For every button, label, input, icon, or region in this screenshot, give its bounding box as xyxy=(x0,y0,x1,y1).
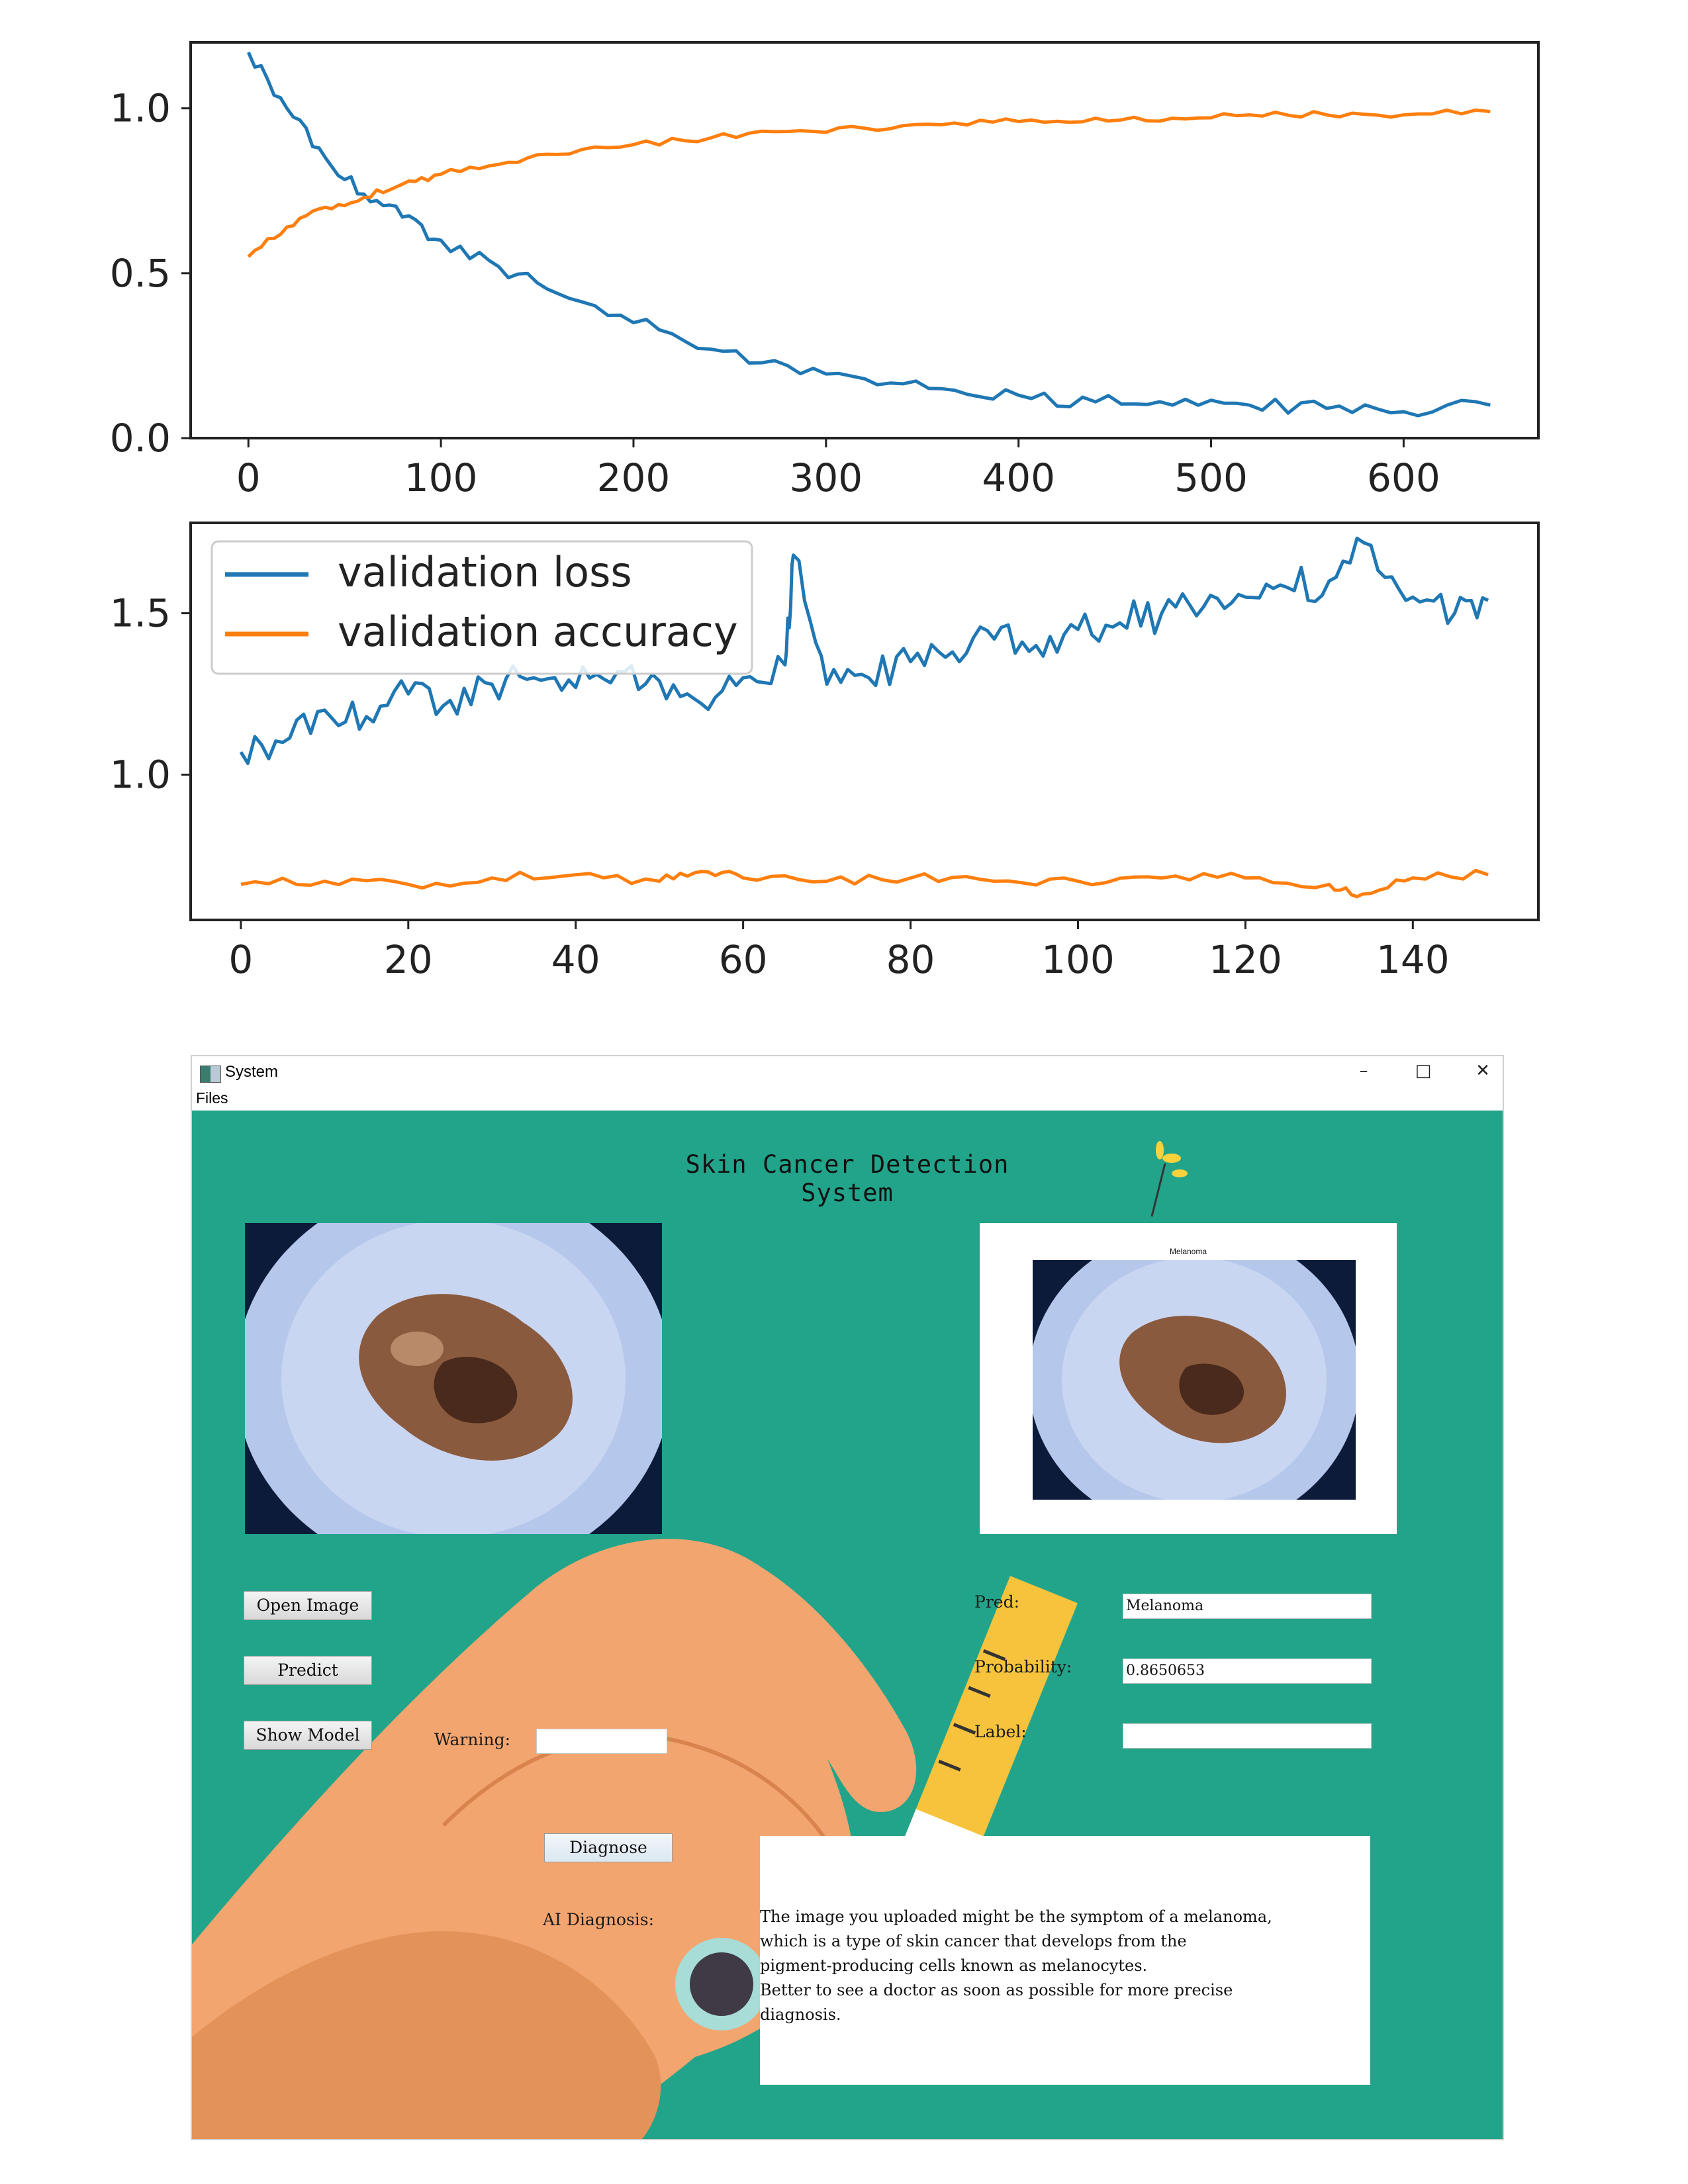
close-button[interactable]: ✕ xyxy=(1476,1061,1490,1081)
x-tick-label: 200 xyxy=(597,455,671,500)
x-tick-label: 0 xyxy=(236,455,261,500)
x-tick-label: 80 xyxy=(886,937,935,982)
legend: validation loss validation accuracy xyxy=(211,540,753,675)
finger-outline xyxy=(442,1734,843,1866)
predict-button[interactable]: Predict xyxy=(244,1656,372,1685)
y-tick-label: 1.0 xyxy=(110,86,171,131)
x-tick-label: 0 xyxy=(228,937,253,982)
app-window: System – □ ✕ Files xyxy=(191,1055,1504,2140)
hand-shadow xyxy=(192,1931,661,2139)
app-canvas: Skin Cancer Detection System Melanoma Op… xyxy=(192,1111,1503,2139)
plot-area xyxy=(189,41,1540,439)
x-tick-label: 100 xyxy=(1041,937,1115,982)
app-heading: Skin Cancer Detection System xyxy=(685,1150,1009,1207)
title-bar: System – □ ✕ xyxy=(192,1056,1503,1085)
result-title: Melanoma xyxy=(1169,1247,1207,1256)
x-tick-label: 100 xyxy=(404,455,478,500)
result-panel: Melanoma xyxy=(980,1223,1397,1534)
minimize-button[interactable]: – xyxy=(1359,1061,1368,1081)
x-tick-label: 120 xyxy=(1209,937,1282,982)
x-tick-label: 300 xyxy=(789,455,863,500)
maximize-button[interactable]: □ xyxy=(1415,1061,1432,1081)
x-tick-label: 40 xyxy=(551,937,600,982)
legend-label-validation-accuracy: validation accuracy xyxy=(338,608,738,656)
x-tick-label: 400 xyxy=(982,455,1055,500)
series-line-validation-loss xyxy=(239,536,1489,765)
ai-diagnosis-label: AI Diagnosis: xyxy=(543,1910,655,1929)
app-icon xyxy=(200,1066,221,1083)
validation-curves-chart: 0 20 40 60 80 100 120 140 1.0 1.5 validation loss… xyxy=(110,522,1540,982)
pred-field[interactable]: Melanoma xyxy=(1123,1594,1372,1619)
y-tick-label: 1.0 xyxy=(110,752,171,797)
x-tick-label: 20 xyxy=(384,937,433,982)
menu-files[interactable]: Files xyxy=(196,1089,228,1107)
label-label: Label: xyxy=(974,1722,1027,1741)
warning-label: Warning: xyxy=(434,1730,511,1749)
series-line-series-1 xyxy=(247,108,1491,258)
diagnose-button[interactable]: Diagnose xyxy=(544,1833,673,1862)
result-lesion-image xyxy=(1033,1260,1356,1500)
y-tick-label: 0.5 xyxy=(110,251,171,296)
legend-label-validation-loss: validation loss xyxy=(338,548,632,596)
ai-diagnosis-text: The image you uploaded might be the symp… xyxy=(760,1907,1272,2024)
probability-field[interactable]: 0.8650653 xyxy=(1123,1659,1372,1684)
menu-bar: Files xyxy=(192,1085,1503,1111)
y-tick-label: 1.5 xyxy=(110,591,171,636)
ai-diagnosis-box[interactable]: The image you uploaded might be the symp… xyxy=(760,1836,1370,2085)
probability-label: Probability: xyxy=(974,1657,1072,1676)
y-tick-label: 0.0 xyxy=(110,416,171,461)
training-curves-chart: 0 100 200 300 400 500 600 0.0 0.5 1.0 xyxy=(110,41,1540,500)
series-line-series-0 xyxy=(247,52,1491,418)
sprout-illustration xyxy=(1150,1141,1188,1217)
warning-field[interactable] xyxy=(536,1729,667,1754)
x-tick-label: 60 xyxy=(719,937,768,982)
window-title: System xyxy=(225,1063,279,1081)
label-field[interactable] xyxy=(1123,1723,1372,1749)
x-tick-label: 600 xyxy=(1367,455,1440,500)
series-line-validation-accuracy xyxy=(240,868,1489,899)
x-tick-label: 500 xyxy=(1174,455,1248,500)
input-lesion-image xyxy=(245,1223,662,1534)
show-model-button[interactable]: Show Model xyxy=(244,1721,372,1750)
pred-label: Pred: xyxy=(974,1592,1019,1612)
x-tick-label: 140 xyxy=(1376,937,1450,982)
open-image-button[interactable]: Open Image xyxy=(244,1591,372,1620)
